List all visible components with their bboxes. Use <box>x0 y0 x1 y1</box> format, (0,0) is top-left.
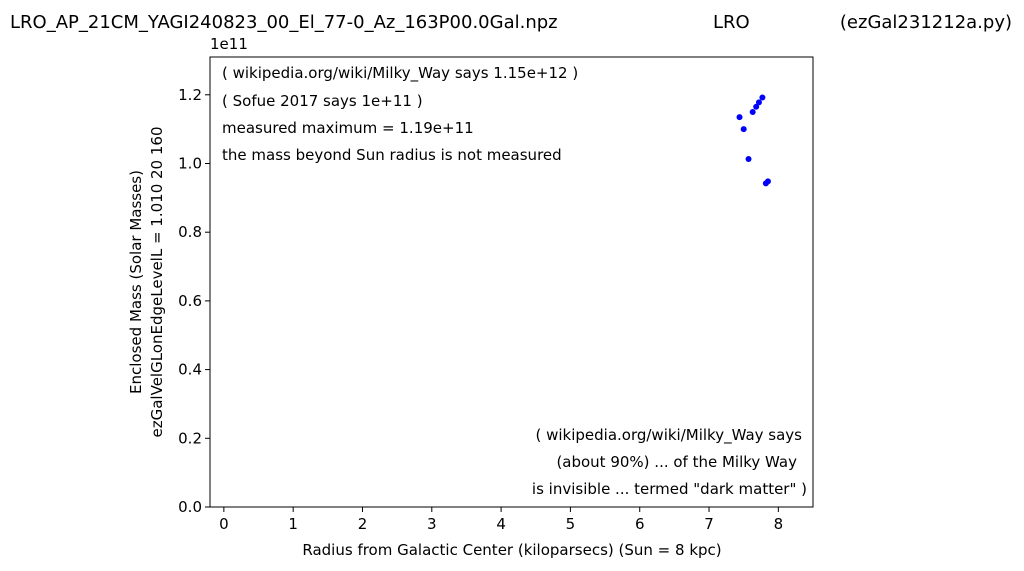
y-axis-ticks: 0.0 0.2 0.4 0.6 0.8 1.0 1.2 <box>178 86 210 516</box>
x-tick-label: 1 <box>288 515 298 533</box>
x-tick-label: 4 <box>496 515 506 533</box>
data-point <box>745 156 752 163</box>
plot-area <box>209 56 814 508</box>
x-tick-label: 6 <box>635 515 645 533</box>
annotation-dark-matter-1: ( wikipedia.org/wiki/Milky_Way says <box>535 426 802 445</box>
x-axis-label: Radius from Galactic Center (kiloparsecs… <box>302 541 721 559</box>
x-tick-label: 5 <box>566 515 576 533</box>
x-axis-ticks: 0 1 2 3 4 5 6 7 8 <box>219 507 783 533</box>
x-tick-label: 2 <box>358 515 368 533</box>
y-tick-label: 1.0 <box>178 154 202 172</box>
header-site: LRO <box>713 12 750 33</box>
y-axis-label-secondary: ezGalVelGLonEdgeLevelL = 1.010 20 160 <box>148 127 166 438</box>
x-tick-label: 3 <box>427 515 437 533</box>
y-axis-multiplier: 1e11 <box>210 35 248 53</box>
y-tick-label: 0.6 <box>178 292 202 310</box>
y-axis-label: Enclosed Mass (Solar Masses) <box>127 170 145 394</box>
annotation-dark-matter-2: (about 90%) ... of the Milky Way <box>556 453 797 471</box>
annotation-dark-matter-3: is invisible ... termed "dark matter" ) <box>532 480 807 498</box>
y-tick-label: 0.0 <box>178 498 202 516</box>
data-points <box>736 94 771 187</box>
header-script-name: (ezGal231212a.py) <box>840 12 1012 33</box>
x-tick-label: 0 <box>219 515 229 533</box>
data-point <box>749 108 756 115</box>
data-point <box>740 126 747 133</box>
y-tick-label: 1.2 <box>178 86 202 104</box>
y-tick-label: 0.4 <box>178 361 202 379</box>
data-point <box>755 99 762 106</box>
annotation-beyond-sun: the mass beyond Sun radius is not measur… <box>222 146 562 164</box>
y-tick-label: 0.8 <box>178 223 202 241</box>
data-point <box>753 103 760 110</box>
header-file-name: LRO_AP_21CM_YAGI240823_00_El_77-0_Az_163… <box>10 12 558 33</box>
data-point <box>759 94 766 101</box>
annotation-wikipedia-mass: ( wikipedia.org/wiki/Milky_Way says 1.15… <box>222 64 578 83</box>
annotation-sofue: ( Sofue 2017 says 1e+11 ) <box>222 92 423 110</box>
x-tick-label: 8 <box>774 515 784 533</box>
y-tick-label: 0.2 <box>178 429 202 447</box>
data-point <box>736 114 743 121</box>
annotation-measured-maximum: measured maximum = 1.19e+11 <box>222 119 474 137</box>
data-point <box>764 178 771 185</box>
x-tick-label: 7 <box>704 515 714 533</box>
